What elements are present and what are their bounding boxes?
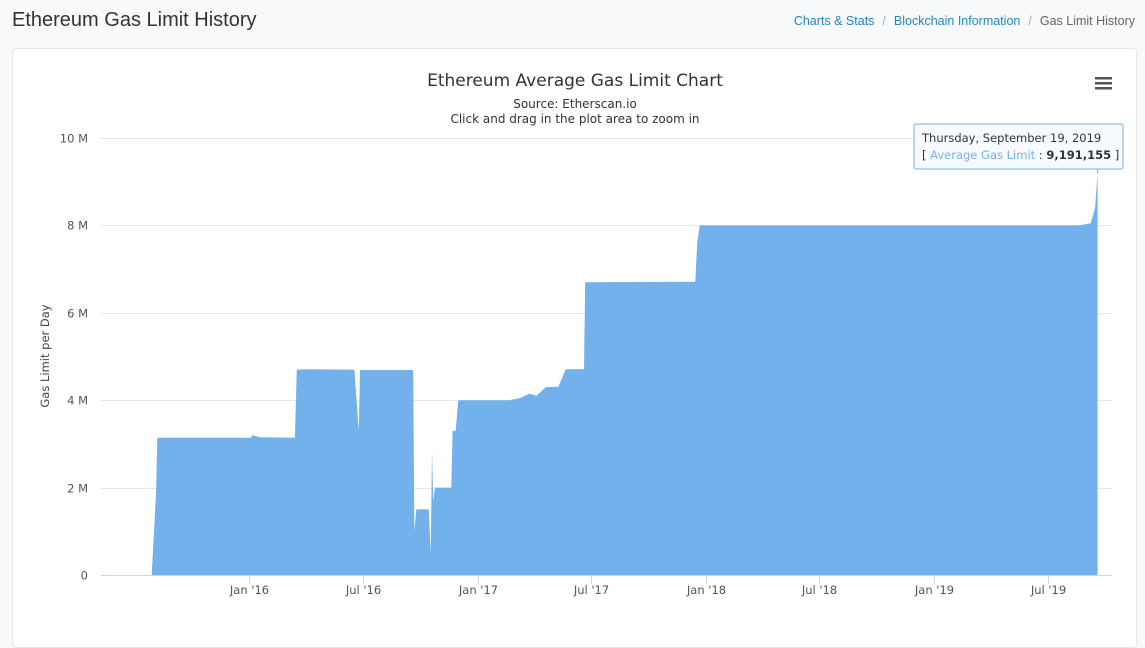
hamburger-menu-icon[interactable] [1093,72,1115,94]
y-axis-ticks: 0 2 M 4 M 6 M 8 M 10 M [60,132,88,583]
tooltip-value-line: [ Average Gas Limit : 9,191,155 ] [922,148,1119,162]
gas-limit-area-series[interactable] [151,173,1098,576]
x-tick-label: Jan '19 [914,583,954,597]
chart-zoom-hint: Click and drag in the plot area to zoom … [450,112,699,126]
x-tick-label: Jul '18 [801,583,837,597]
y-tick-label: 2 M [67,482,88,496]
tooltip: Thursday, September 19, 2019 [ Average G… [913,123,1124,174]
x-tick-label: Jul '19 [1030,583,1066,597]
breadcrumb-separator: / [1028,14,1032,28]
breadcrumb-current: Gas Limit History [1039,14,1135,28]
breadcrumb-charts-stats[interactable]: Charts & Stats [793,14,875,28]
y-tick-label: 0 [81,569,88,583]
x-tick-label: Jul '17 [573,583,609,597]
page-title: Ethereum Gas Limit History [12,9,257,31]
tooltip-series-name: Average Gas Limit [930,148,1035,162]
tooltip-box [913,123,1124,170]
y-axis-label: Gas Limit per Day [38,304,52,407]
y-tick-label: 8 M [67,219,88,233]
x-tick-label: Jan '17 [458,583,498,597]
chart-subtitle: Source: Etherscan.io [513,97,637,111]
tooltip-value: 9,191,155 [1046,148,1111,162]
x-axis-ticks: Jan '16 Jul '16 Jan '17 Jul '17 Jan '18 Jul '… [229,575,1066,597]
x-tick-label: Jul '16 [345,583,381,597]
chart-title: Ethereum Average Gas Limit Chart [427,71,723,91]
breadcrumb-separator: / [882,14,886,28]
breadcrumb: Charts & Stats / Blockchain Information … [794,14,1135,28]
gas-limit-chart[interactable]: Ethereum Average Gas Limit Chart Source:… [0,0,1145,606]
y-tick-label: 4 M [67,394,88,408]
tooltip-date: Thursday, September 19, 2019 [921,131,1101,145]
x-tick-label: Jan '16 [229,583,269,597]
y-tick-label: 6 M [67,307,88,321]
y-tick-label: 10 M [60,132,88,146]
x-tick-label: Jan '18 [686,583,726,597]
breadcrumb-blockchain-information[interactable]: Blockchain Information [893,14,1021,28]
